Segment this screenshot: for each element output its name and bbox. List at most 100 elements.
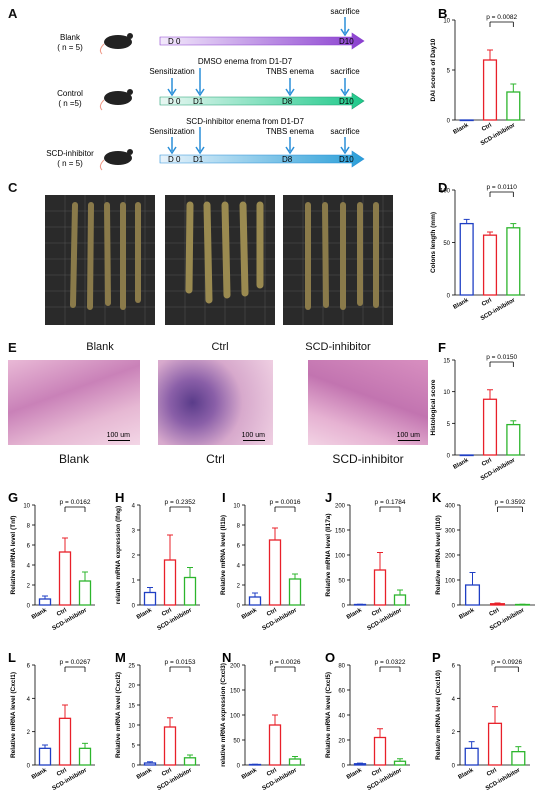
x-tick-label: Ctrl <box>481 297 493 308</box>
x-tick-label: Blank <box>31 607 49 621</box>
panel-label-f: F <box>438 340 446 355</box>
x-tick-label: Ctrl <box>266 767 278 778</box>
y-tick-label: 150 <box>230 689 241 695</box>
group-name: SCD-inhibitor <box>46 149 94 158</box>
histology-label-scd-inhibitor: SCD-inhibitor <box>332 452 404 466</box>
y-tick-label: 0 <box>452 764 456 770</box>
x-tick-label: SCD-inhibitor <box>157 767 194 792</box>
y-tick-label: 6 <box>237 544 241 550</box>
panel-label-b: B <box>438 6 447 21</box>
group-name: Control <box>57 89 83 98</box>
chart-g: G 0 2 4 6 8 10 Relative mRNA level (Tnf) Blank Ct… <box>8 490 95 632</box>
bar <box>353 763 367 766</box>
panel-label-c: C <box>8 180 18 195</box>
x-tick-label: Blank <box>346 767 364 781</box>
sacrifice-label: sacrifice <box>330 7 360 16</box>
chart-l: L 0 2 4 6 Relative mRNA level (Cxcl1) Blank Ctr… <box>8 650 95 792</box>
bar <box>373 569 387 606</box>
panel-label-o: O <box>325 650 335 665</box>
y-tick-label: 100 <box>230 714 241 720</box>
y-tick-label: 20 <box>338 739 345 745</box>
row-blank: Blank ( n = 5) D 0 D10 sacrifice <box>57 7 365 55</box>
chart-o: O 0 20 40 60 80 Relative mRNA level (Cxcl5) Bla… <box>325 650 410 792</box>
panel-label-p: P <box>432 650 441 665</box>
bar <box>489 603 506 606</box>
y-tick-label: 200 <box>230 664 241 670</box>
svg-text:SCD-inhibitor enema from D1-D: SCD-inhibitor enema from D1-D7 <box>186 117 304 126</box>
y-tick-label: 0 <box>237 764 241 770</box>
y-tick-label: 200 <box>335 504 346 510</box>
x-tick-label: Blank <box>453 122 471 136</box>
x-tick-label: SCD-inhibitor <box>367 607 404 632</box>
y-tick-label: 6 <box>452 664 456 670</box>
histology-image-ctrl: 100 um <box>158 360 273 445</box>
bar <box>143 762 157 766</box>
mouse-icon <box>104 35 132 49</box>
histology-label-ctrl: Ctrl <box>206 452 225 466</box>
photo-label-blank: Blank <box>86 341 114 353</box>
bar <box>393 594 407 606</box>
colon-photo-ctrl <box>165 195 275 325</box>
x-tick-label: Ctrl <box>486 767 498 778</box>
x-tick-label: Blank <box>136 607 154 621</box>
y-tick-label: 4 <box>132 504 136 510</box>
schematic-timeline: Blank ( n = 5) D 0 D10 sacrifice Control… <box>46 7 365 171</box>
photo-label-scd-inhibitor: SCD-inhibitor <box>305 341 371 353</box>
p-value-label: p = 0.3592 <box>495 499 526 506</box>
bar <box>163 726 177 766</box>
x-tick-label: Blank <box>458 767 476 781</box>
bar <box>268 724 282 766</box>
chart-m: M 0 5 10 15 20 25 Relative mRNA level (Cxcl2) Bl… <box>115 650 200 792</box>
p-value-label: p = 0.0082 <box>486 14 517 21</box>
p-value-label: p = 0.0110 <box>486 184 517 191</box>
y-axis-label: Histological score <box>430 379 437 435</box>
y-tick-label: 10 <box>443 390 450 396</box>
p-value-label: p = 0.0322 <box>375 659 406 666</box>
svg-text:D10: D10 <box>339 155 354 164</box>
y-tick-label: 3 <box>132 529 136 535</box>
y-tick-label: 0 <box>342 604 346 610</box>
y-tick-label: 8 <box>237 524 241 530</box>
x-tick-label: SCD-inhibitor <box>367 767 404 792</box>
x-tick-label: Blank <box>241 767 259 781</box>
group-name: Blank <box>60 33 81 42</box>
x-tick-label: Ctrl <box>481 122 493 133</box>
y-tick-label: 8 <box>27 524 31 530</box>
x-tick-label: Blank <box>453 297 471 311</box>
y-tick-label: 10 <box>23 504 30 510</box>
x-tick-label: SCD-inhibitor <box>262 607 299 632</box>
bar <box>482 234 498 296</box>
bar <box>506 91 521 121</box>
y-tick-label: 6 <box>27 664 31 670</box>
x-tick-label: SCD-inhibitor <box>52 767 89 792</box>
panel-label-e: E <box>8 340 17 355</box>
histology-image-scd-inhibitor: 100 um <box>308 360 428 445</box>
panel-label-k: K <box>432 490 442 505</box>
bar <box>487 722 503 766</box>
bar <box>268 539 282 606</box>
y-tick-label: 10 <box>443 19 450 25</box>
x-tick-label: Ctrl <box>56 767 68 778</box>
svg-text:Sensitization: Sensitization <box>149 67 194 76</box>
histology-label-blank: Blank <box>58 452 90 466</box>
y-tick-label: 80 <box>338 664 345 670</box>
bar <box>38 598 52 606</box>
p-value-label: p = 0.2352 <box>165 499 196 506</box>
bar <box>373 736 387 766</box>
panel-label-i: I <box>222 490 226 505</box>
panel-label-g: G <box>8 490 18 505</box>
panel-label-j: J <box>325 490 332 505</box>
group-n: ( n =5) <box>58 99 82 108</box>
y-tick-label: 2 <box>27 584 31 590</box>
histology-image-blank: 100 um <box>8 360 140 445</box>
y-tick-label: 5 <box>447 69 451 75</box>
p-value-label: p = 0.0026 <box>270 659 301 666</box>
scale-bar-label: 100 um <box>106 432 130 439</box>
bar <box>482 398 498 456</box>
y-tick-label: 400 <box>445 504 456 510</box>
y-tick-label: 50 <box>233 739 240 745</box>
x-tick-label: Ctrl <box>371 767 383 778</box>
